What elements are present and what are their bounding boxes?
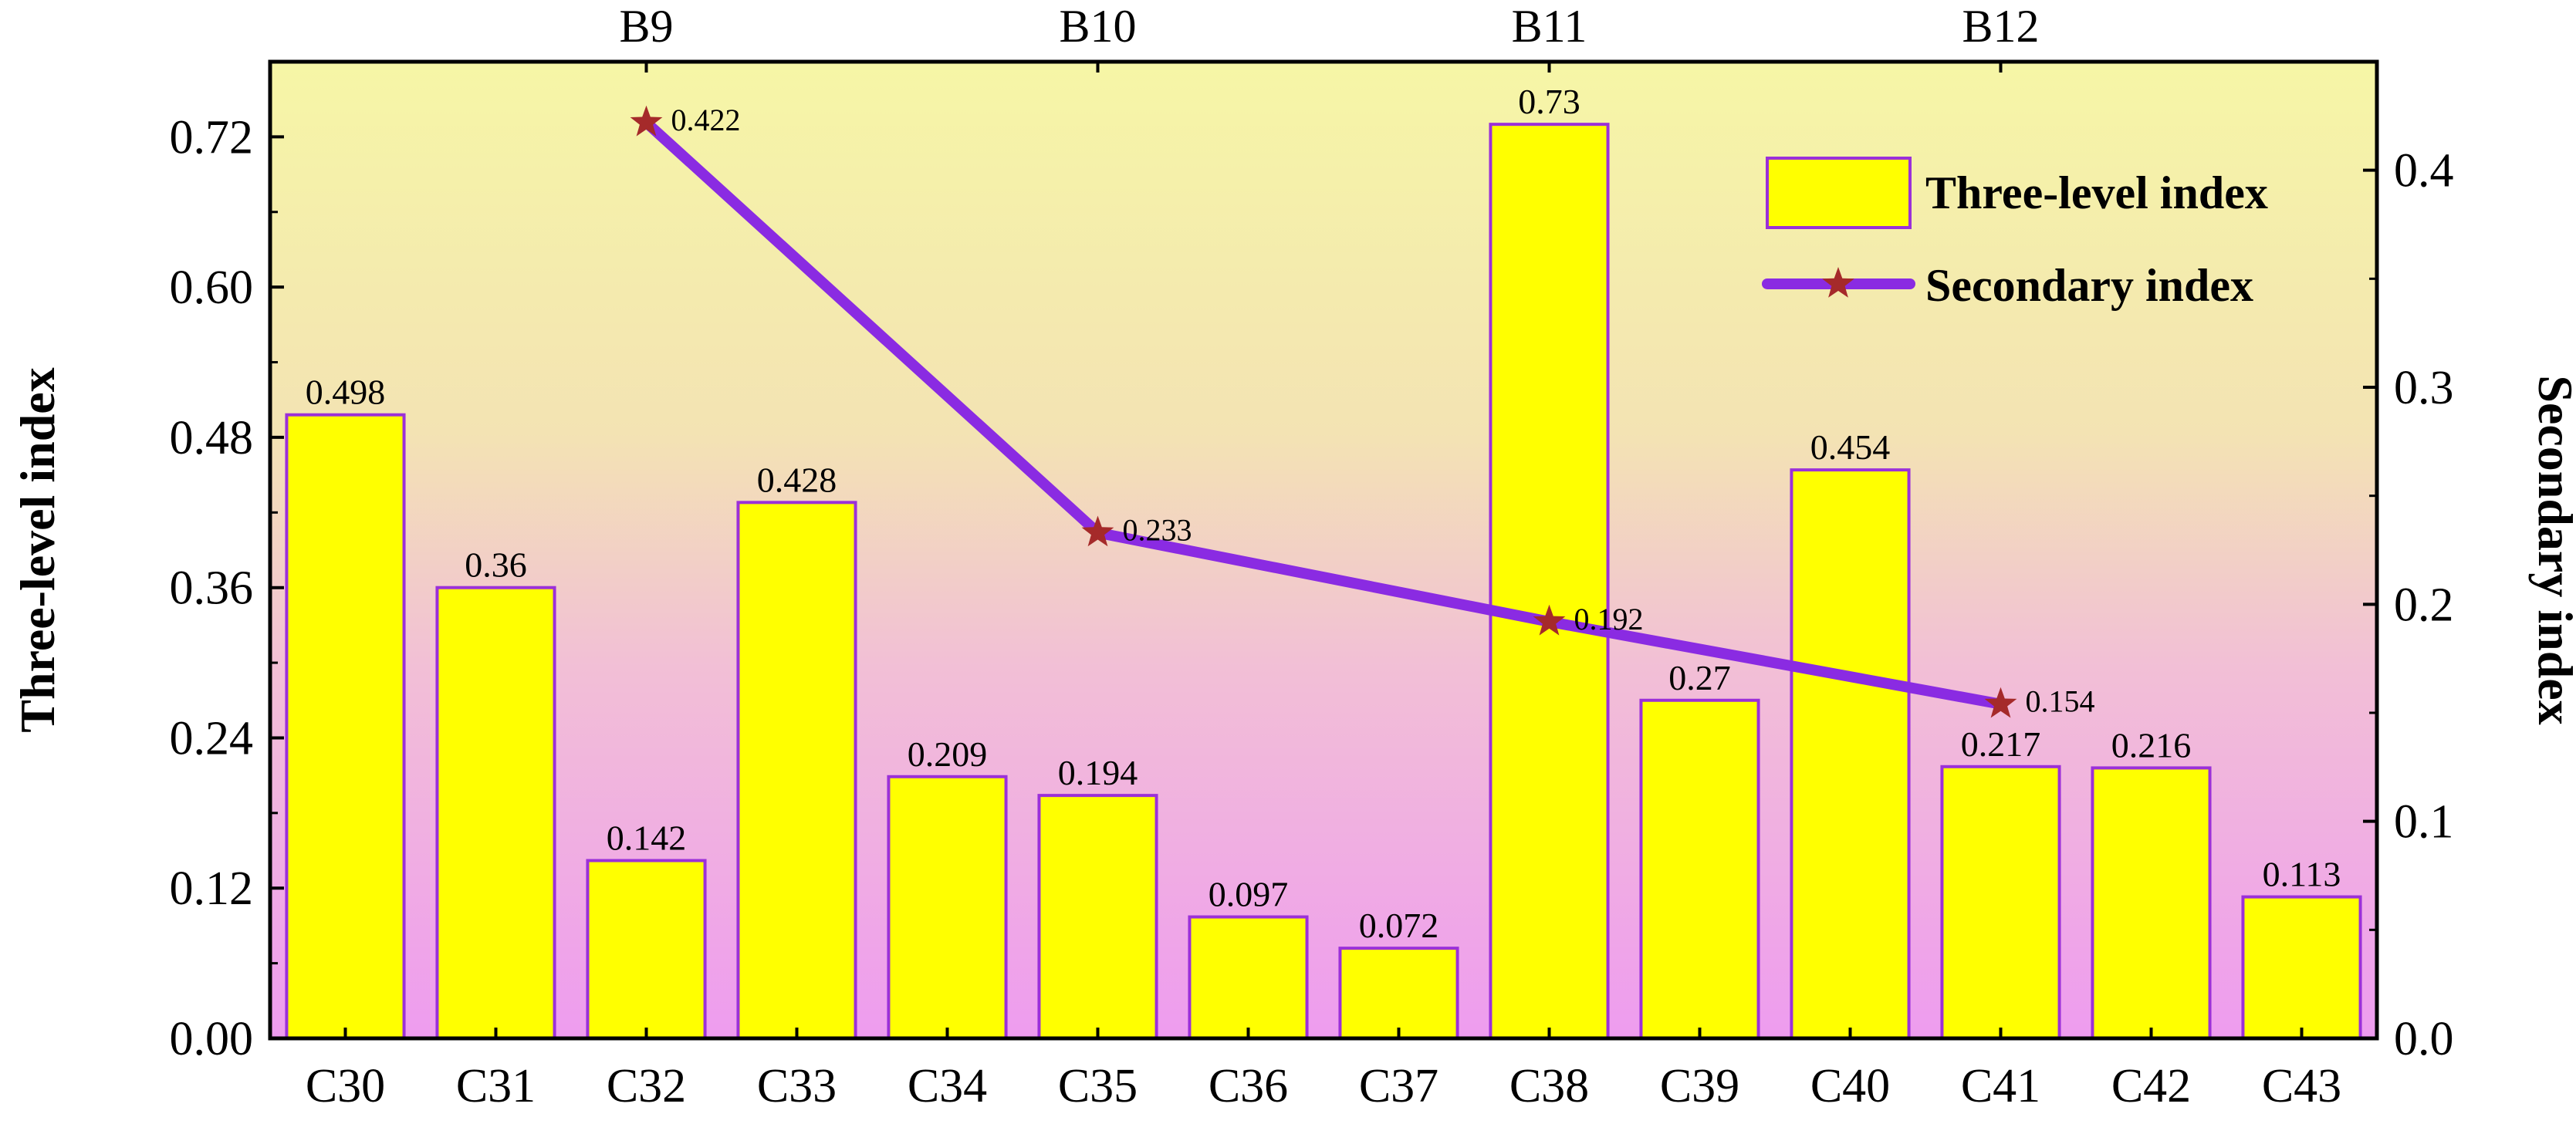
secondary-markers-layer xyxy=(630,105,2017,718)
legend-bar-swatch xyxy=(1766,157,1912,229)
bar-C37 xyxy=(1338,947,1459,1040)
secondary-value-label-C35: 0.233 xyxy=(1123,512,1192,547)
bar-C33 xyxy=(736,501,857,1040)
x-tick-label-C37: C37 xyxy=(1359,1060,1438,1112)
legend-star-marker xyxy=(1822,267,1854,298)
bar-C30 xyxy=(285,413,406,1040)
bar-C38 xyxy=(1489,123,1610,1041)
right-tick-label: 0.1 xyxy=(2394,796,2454,849)
bar-value-label-C40: 0.454 xyxy=(1810,427,1891,467)
bars-layer xyxy=(285,123,2362,1041)
secondary-point-C41 xyxy=(1984,687,2017,718)
bar-C43 xyxy=(2241,895,2362,1040)
bar-C34 xyxy=(887,775,1008,1040)
x-tick-label-C38: C38 xyxy=(1509,1060,1589,1112)
legend: Three-level index Secondary index xyxy=(1762,157,2268,311)
top-label-B12: B12 xyxy=(1962,1,2039,52)
x-tick-label-C36: C36 xyxy=(1209,1060,1288,1112)
x-tick-label-C41: C41 xyxy=(1961,1060,2040,1112)
x-tick-label-C30: C30 xyxy=(306,1060,385,1112)
left-tick-label: 0.24 xyxy=(170,712,254,765)
bar-C39 xyxy=(1639,698,1760,1040)
right-tick-label: 0.0 xyxy=(2394,1013,2454,1065)
bar-value-label-C41: 0.217 xyxy=(1961,724,2041,764)
bar-value-label-C35: 0.194 xyxy=(1058,753,1138,792)
x-tick-label-C34: C34 xyxy=(908,1060,987,1112)
bar-value-label-C42: 0.216 xyxy=(2111,725,2192,765)
plot-frame xyxy=(268,59,2379,1041)
secondary-value-label-C32: 0.422 xyxy=(671,103,741,137)
x-tick-label-C31: C31 xyxy=(456,1060,536,1112)
bar-value-label-C43: 0.113 xyxy=(2263,855,2341,894)
left-tick-label: 0.00 xyxy=(170,1013,254,1065)
left-axis-ticks: 0.00 0.12 0.24 0.36 0.48 0.60 0.72 xyxy=(170,111,284,1065)
left-axis-title: Three-level index xyxy=(10,367,65,732)
bar-C42 xyxy=(2091,766,2212,1041)
left-tick-label: 0.12 xyxy=(170,862,254,915)
secondary-point-C35 xyxy=(1081,515,1114,547)
right-axis-ticks: 0.0 0.1 0.2 0.3 0.4 xyxy=(2363,60,2454,1065)
right-tick-label: 0.3 xyxy=(2394,362,2454,414)
right-tick-label: 0.4 xyxy=(2394,145,2454,197)
secondary-point-C32 xyxy=(630,105,663,137)
bar-value-label-C36: 0.097 xyxy=(1209,875,1289,914)
bar-C41 xyxy=(1940,765,2061,1040)
bar-value-label-C32: 0.142 xyxy=(607,819,687,858)
legend-line-label: Secondary index xyxy=(1925,260,2253,311)
x-tick-label-C40: C40 xyxy=(1810,1060,1890,1112)
top-label-B11: B11 xyxy=(1512,1,1587,52)
top-axis-labels: B9 B10 B11 B12 xyxy=(619,1,2040,73)
x-axis-ticks: C30 C31 C32 C33 C34 C35 C36 C37 C38 C39 C40 C41 C42 C… xyxy=(306,1028,2341,1112)
bar-C36 xyxy=(1188,915,1309,1040)
bar-C31 xyxy=(435,586,556,1040)
secondary-point-C38 xyxy=(1533,604,1566,636)
top-label-B9: B9 xyxy=(619,1,673,52)
legend-bar-label: Three-level index xyxy=(1925,167,2268,218)
top-label-B10: B10 xyxy=(1059,1,1136,52)
secondary-labels-layer: 0.422 0.233 0.192 0.154 xyxy=(671,103,2095,719)
x-tick-label-C43: C43 xyxy=(2262,1060,2341,1112)
left-tick-label: 0.36 xyxy=(170,562,254,615)
bar-labels-layer: 0.498 0.36 0.142 0.428 0.209 0.194 0.097 0.072 0… xyxy=(306,82,2341,945)
bar-value-label-C31: 0.36 xyxy=(465,545,527,585)
secondary-value-label-C41: 0.154 xyxy=(2026,684,2095,719)
left-tick-label: 0.48 xyxy=(170,412,254,464)
bar-value-label-C30: 0.498 xyxy=(306,373,386,412)
bar-C32 xyxy=(586,859,707,1040)
bar-C35 xyxy=(1037,794,1158,1040)
bar-value-label-C37: 0.072 xyxy=(1359,906,1439,945)
x-tick-label-C32: C32 xyxy=(607,1060,686,1112)
bar-value-label-C33: 0.428 xyxy=(757,460,837,499)
bar-value-label-C39: 0.27 xyxy=(1668,658,1731,697)
bar-value-label-C38: 0.73 xyxy=(1518,82,1580,121)
bar-C40 xyxy=(1790,468,1911,1040)
x-tick-label-C39: C39 xyxy=(1660,1060,1739,1112)
right-axis-title: Secondary index xyxy=(2528,375,2576,724)
x-tick-label-C42: C42 xyxy=(2111,1060,2191,1112)
secondary-value-label-C38: 0.192 xyxy=(1574,602,1644,636)
left-tick-label: 0.60 xyxy=(170,262,254,314)
x-tick-label-C35: C35 xyxy=(1058,1060,1138,1112)
left-tick-label: 0.72 xyxy=(170,111,254,164)
x-tick-label-C33: C33 xyxy=(757,1060,837,1112)
right-tick-label: 0.2 xyxy=(2394,579,2454,631)
bar-value-label-C34: 0.209 xyxy=(908,734,988,774)
secondary-index-line xyxy=(641,116,2006,710)
